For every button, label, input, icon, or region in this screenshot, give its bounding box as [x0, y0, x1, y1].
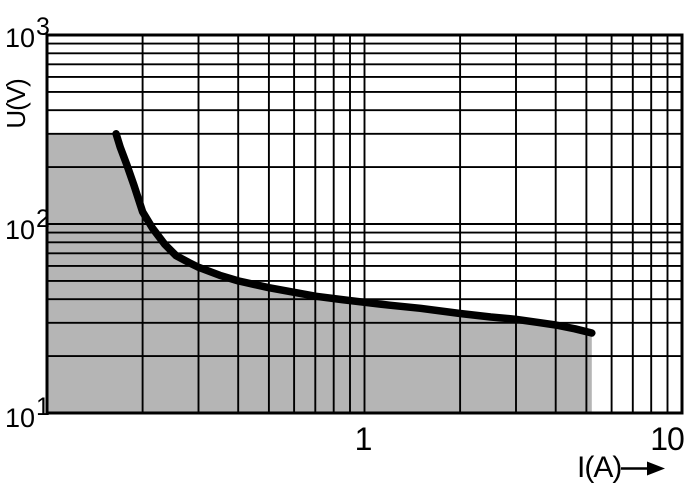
y-tick-100-base: 10 — [5, 215, 36, 245]
grid-lines — [47, 35, 682, 413]
right-arrow-icon — [621, 461, 665, 476]
y-tick-10-base: 10 — [5, 403, 36, 433]
x-axis-title: I(A) — [577, 451, 622, 484]
y-tick-100-exponent: 2 — [36, 205, 50, 233]
plot-frame — [45, 33, 684, 415]
y-axis-title: U(V) — [1, 79, 32, 129]
y-tick-1000-exponent: 3 — [36, 13, 50, 41]
y-tick-10: 101 — [5, 395, 50, 433]
y-tick-100: 102 — [5, 207, 50, 245]
y-tick-1000-base: 10 — [5, 23, 36, 53]
x-tick-1: 1 — [354, 421, 373, 457]
permissible-load-area — [47, 133, 592, 414]
load-limit-curve — [112, 130, 596, 337]
y-tick-10-exponent: 1 — [36, 393, 50, 421]
y-tick-1000: 103 — [5, 15, 50, 53]
x-tick-10: 10 — [650, 421, 685, 457]
